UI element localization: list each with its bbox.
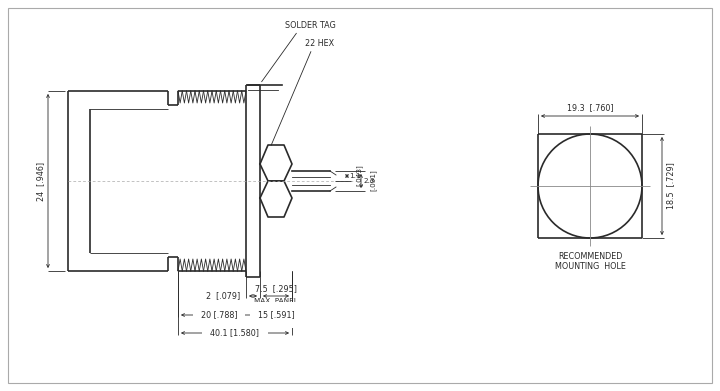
Text: [.091]: [.091]: [370, 169, 377, 191]
Text: MAX. PANEL: MAX. PANEL: [254, 298, 298, 304]
Text: 19.3  [.760]: 19.3 [.760]: [567, 103, 613, 112]
Text: 2.3: 2.3: [363, 178, 374, 184]
Text: 1.1: 1.1: [349, 173, 361, 179]
Text: 40.1 [1.580]: 40.1 [1.580]: [210, 328, 259, 337]
Text: 18.5  [.729]: 18.5 [.729]: [666, 163, 675, 210]
Text: 7.5  [.295]: 7.5 [.295]: [255, 284, 297, 293]
Text: 15 [.591]: 15 [.591]: [258, 310, 294, 319]
Text: [.043]: [.043]: [356, 164, 363, 186]
Text: 22 HEX: 22 HEX: [305, 39, 335, 48]
Text: RECOMMENDED
MOUNTING  HOLE: RECOMMENDED MOUNTING HOLE: [554, 252, 626, 271]
Text: 2  [.079]: 2 [.079]: [206, 292, 240, 301]
Text: 24  [.946]: 24 [.946]: [36, 161, 45, 201]
Text: 20 [.788]: 20 [.788]: [201, 310, 238, 319]
Text: SOLDER TAG: SOLDER TAG: [284, 22, 336, 30]
